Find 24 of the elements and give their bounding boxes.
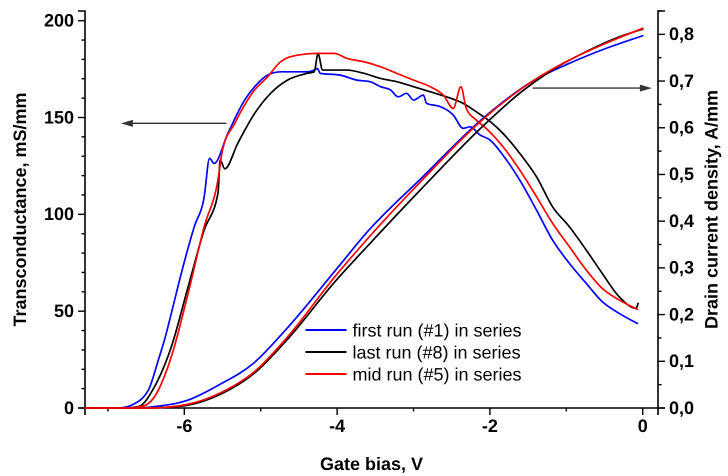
y2-tick-label: 0,1 [669,351,694,372]
x-tick-label: -2 [482,416,498,436]
y2-tick-label: 0,3 [669,258,694,278]
y-axis-title: Transconductance, mS/mm [10,92,30,327]
y2-tick-label: 0,0 [669,398,694,418]
legend-label: last run (#8) in series [352,342,521,362]
legend-label: first run (#1) in series [352,320,522,340]
y-tick-label: 200 [44,10,74,30]
y2-tick-label: 0,7 [669,70,694,91]
y-tick-label: 150 [44,107,74,128]
y2-axis-title: Drain current density, A/mm [701,90,722,330]
y-tick-label: 100 [44,204,74,224]
y2-tick-label: 0,6 [669,118,694,138]
y2-tick-label: 0,5 [669,164,694,184]
y-tick-label: 50 [54,300,74,321]
x-tick-label: 0 [638,416,648,436]
x-tick-label: -4 [329,416,346,436]
y2-tick-label: 0,8 [669,24,694,44]
y-tick-label: 0 [64,398,74,418]
y2-tick-label: 0,4 [669,210,694,231]
x-axis-title: Gate bias, V [320,454,424,474]
y2-tick-label: 0,2 [669,304,694,324]
x-tick-label: -6 [176,416,192,436]
legend-label: mid run (#5) in series [352,364,522,384]
